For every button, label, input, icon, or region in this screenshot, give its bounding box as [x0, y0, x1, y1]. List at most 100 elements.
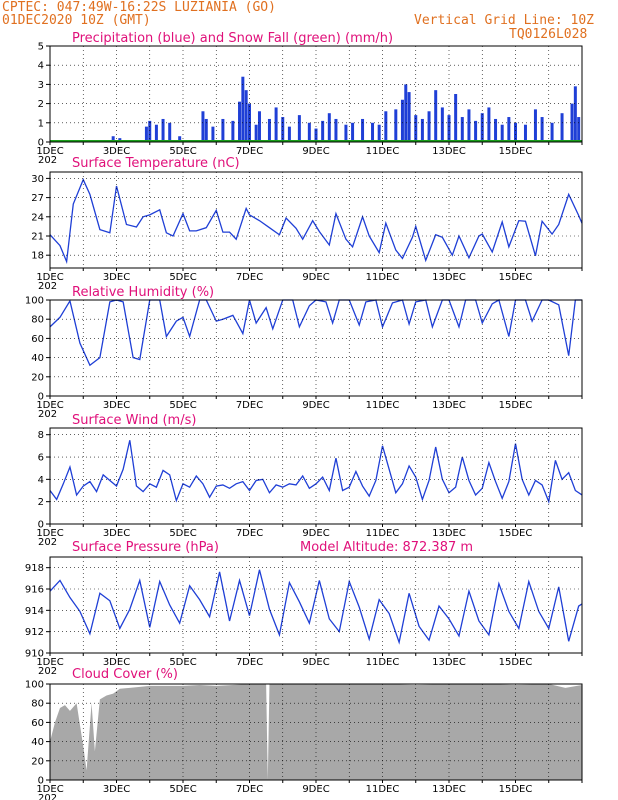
x-tick-label: 3DEC: [103, 400, 130, 411]
precip-bar: [427, 111, 431, 142]
precip-bar: [297, 115, 301, 142]
precip-bar: [267, 118, 271, 142]
precip-bar: [334, 118, 338, 142]
precip-bar: [494, 118, 498, 142]
x-tick-label: 13DEC: [432, 528, 466, 539]
y-tick-label: 18: [31, 251, 44, 262]
precip-bar: [321, 120, 325, 142]
x-tick-label: 11DEC: [366, 784, 400, 795]
y-tick-label: 5: [38, 42, 44, 53]
panel-title: Surface Temperature (nC): [72, 156, 240, 171]
panel-title: Cloud Cover (%): [72, 667, 178, 682]
x-tick-label: 9DEC: [302, 657, 329, 668]
precip-bar: [384, 111, 388, 142]
x-tick-label: 9DEC: [302, 528, 329, 539]
precip-bar: [371, 122, 375, 142]
precip-bar: [407, 92, 411, 142]
x-tick-label: 11DEC: [366, 400, 400, 411]
precip-bar: [154, 124, 158, 142]
precip-bar: [507, 117, 511, 142]
precip-bar: [500, 124, 504, 142]
y-tick-label: 916: [25, 585, 44, 596]
x-tick-label: 15DEC: [499, 528, 533, 539]
precip-bar: [377, 124, 381, 142]
y-tick-label: 100: [25, 680, 44, 691]
precip-bar: [447, 115, 451, 142]
panel-5: Surface Pressure (hPa) Model Altitude: 87…: [25, 540, 583, 677]
y-tick-label: 0: [38, 776, 44, 787]
x-tick-label: 13DEC: [432, 146, 466, 157]
x-tick-label: 5DEC: [169, 784, 196, 795]
x-tick-label: 13DEC: [432, 272, 466, 283]
y-tick-label: 27: [31, 193, 44, 204]
x-tick-label: 3DEC: [103, 784, 130, 795]
precip-bar: [241, 76, 245, 142]
header-location: CPTEC: 047:49W-16:22S LUZIANIA (GO): [2, 0, 276, 15]
precip-bar: [540, 117, 544, 142]
precip-bar: [434, 90, 438, 142]
precip-bar: [257, 111, 261, 142]
x-year-label: 202: [38, 281, 57, 292]
y-tick-label: 4: [38, 61, 44, 72]
precip-bar: [144, 126, 148, 142]
y-tick-label: 60: [31, 334, 44, 345]
y-tick-label: 8: [38, 430, 44, 441]
panel-6: Cloud Cover (%) 0 20 40 60 80 100 1DEC 3DEC 5DEC 7…: [25, 667, 583, 800]
x-tick-label: 1DEC: [36, 657, 63, 668]
precip-bar: [550, 122, 554, 142]
x-tick-label: 9DEC: [302, 146, 329, 157]
y-tick-label: 2: [38, 99, 44, 110]
x-tick-label: 1DEC: [36, 784, 63, 795]
precip-bar: [231, 120, 235, 142]
x-tick-label: 15DEC: [499, 146, 533, 157]
precip-bar: [533, 109, 537, 142]
precip-bar: [487, 107, 491, 142]
x-tick-label: 9DEC: [302, 784, 329, 795]
x-year-label: 202: [38, 666, 57, 677]
y-tick-label: 0: [38, 520, 44, 531]
precip-bar: [514, 122, 517, 142]
x-tick-label: 3DEC: [103, 146, 130, 157]
precip-bar: [211, 126, 215, 142]
precip-bar: [570, 103, 574, 142]
panel-4: Surface Wind (m/s) 0 2 4 6 8 1DEC 3DEC 5DEC 7DEC 9…: [36, 413, 583, 548]
precip-bar: [404, 84, 408, 142]
y-tick-label: 6: [38, 453, 44, 464]
x-tick-label: 7DEC: [236, 528, 263, 539]
x-tick-label: 3DEC: [103, 528, 130, 539]
precip-bar: [221, 118, 225, 142]
precip-bar: [281, 117, 285, 142]
precip-bar: [178, 136, 182, 142]
y-tick-label: 30: [31, 174, 44, 185]
y-tick-label: 914: [25, 606, 44, 617]
x-tick-label: 9DEC: [302, 272, 329, 283]
precip-bar: [480, 113, 484, 142]
panel-annotation: Model Altitude: 872.387 m: [300, 540, 473, 555]
precip-bar: [420, 118, 424, 142]
y-tick-label: 4: [38, 475, 44, 486]
series-line: [49, 569, 583, 645]
x-tick-label: 7DEC: [236, 784, 263, 795]
x-tick-label: 3DEC: [103, 657, 130, 668]
x-year-label: 202: [38, 155, 57, 166]
panel-3: Relative Humidity (%) 0 20 40 60 80 100 1DEC 3DE…: [25, 285, 583, 420]
x-tick-label: 3DEC: [103, 272, 130, 283]
precip-bar: [238, 101, 242, 142]
precip-bar: [560, 113, 564, 142]
x-tick-label: 15DEC: [499, 400, 533, 411]
panel-title: Precipitation (blue) and Snow Fall (gree…: [72, 31, 393, 46]
x-tick-label: 7DEC: [236, 146, 263, 157]
precip-bar: [201, 111, 205, 142]
y-tick-label: 20: [31, 756, 44, 767]
precip-bar: [351, 122, 355, 142]
x-tick-label: 15DEC: [499, 657, 533, 668]
precip-bar: [204, 118, 208, 142]
precip-bar: [244, 90, 248, 142]
precip-bar: [577, 117, 581, 142]
y-tick-label: 3: [38, 80, 44, 91]
x-tick-label: 5DEC: [169, 400, 196, 411]
x-tick-label: 5DEC: [169, 272, 196, 283]
x-tick-label: 15DEC: [499, 272, 533, 283]
x-tick-label: 13DEC: [432, 400, 466, 411]
y-tick-label: 0: [38, 138, 44, 149]
